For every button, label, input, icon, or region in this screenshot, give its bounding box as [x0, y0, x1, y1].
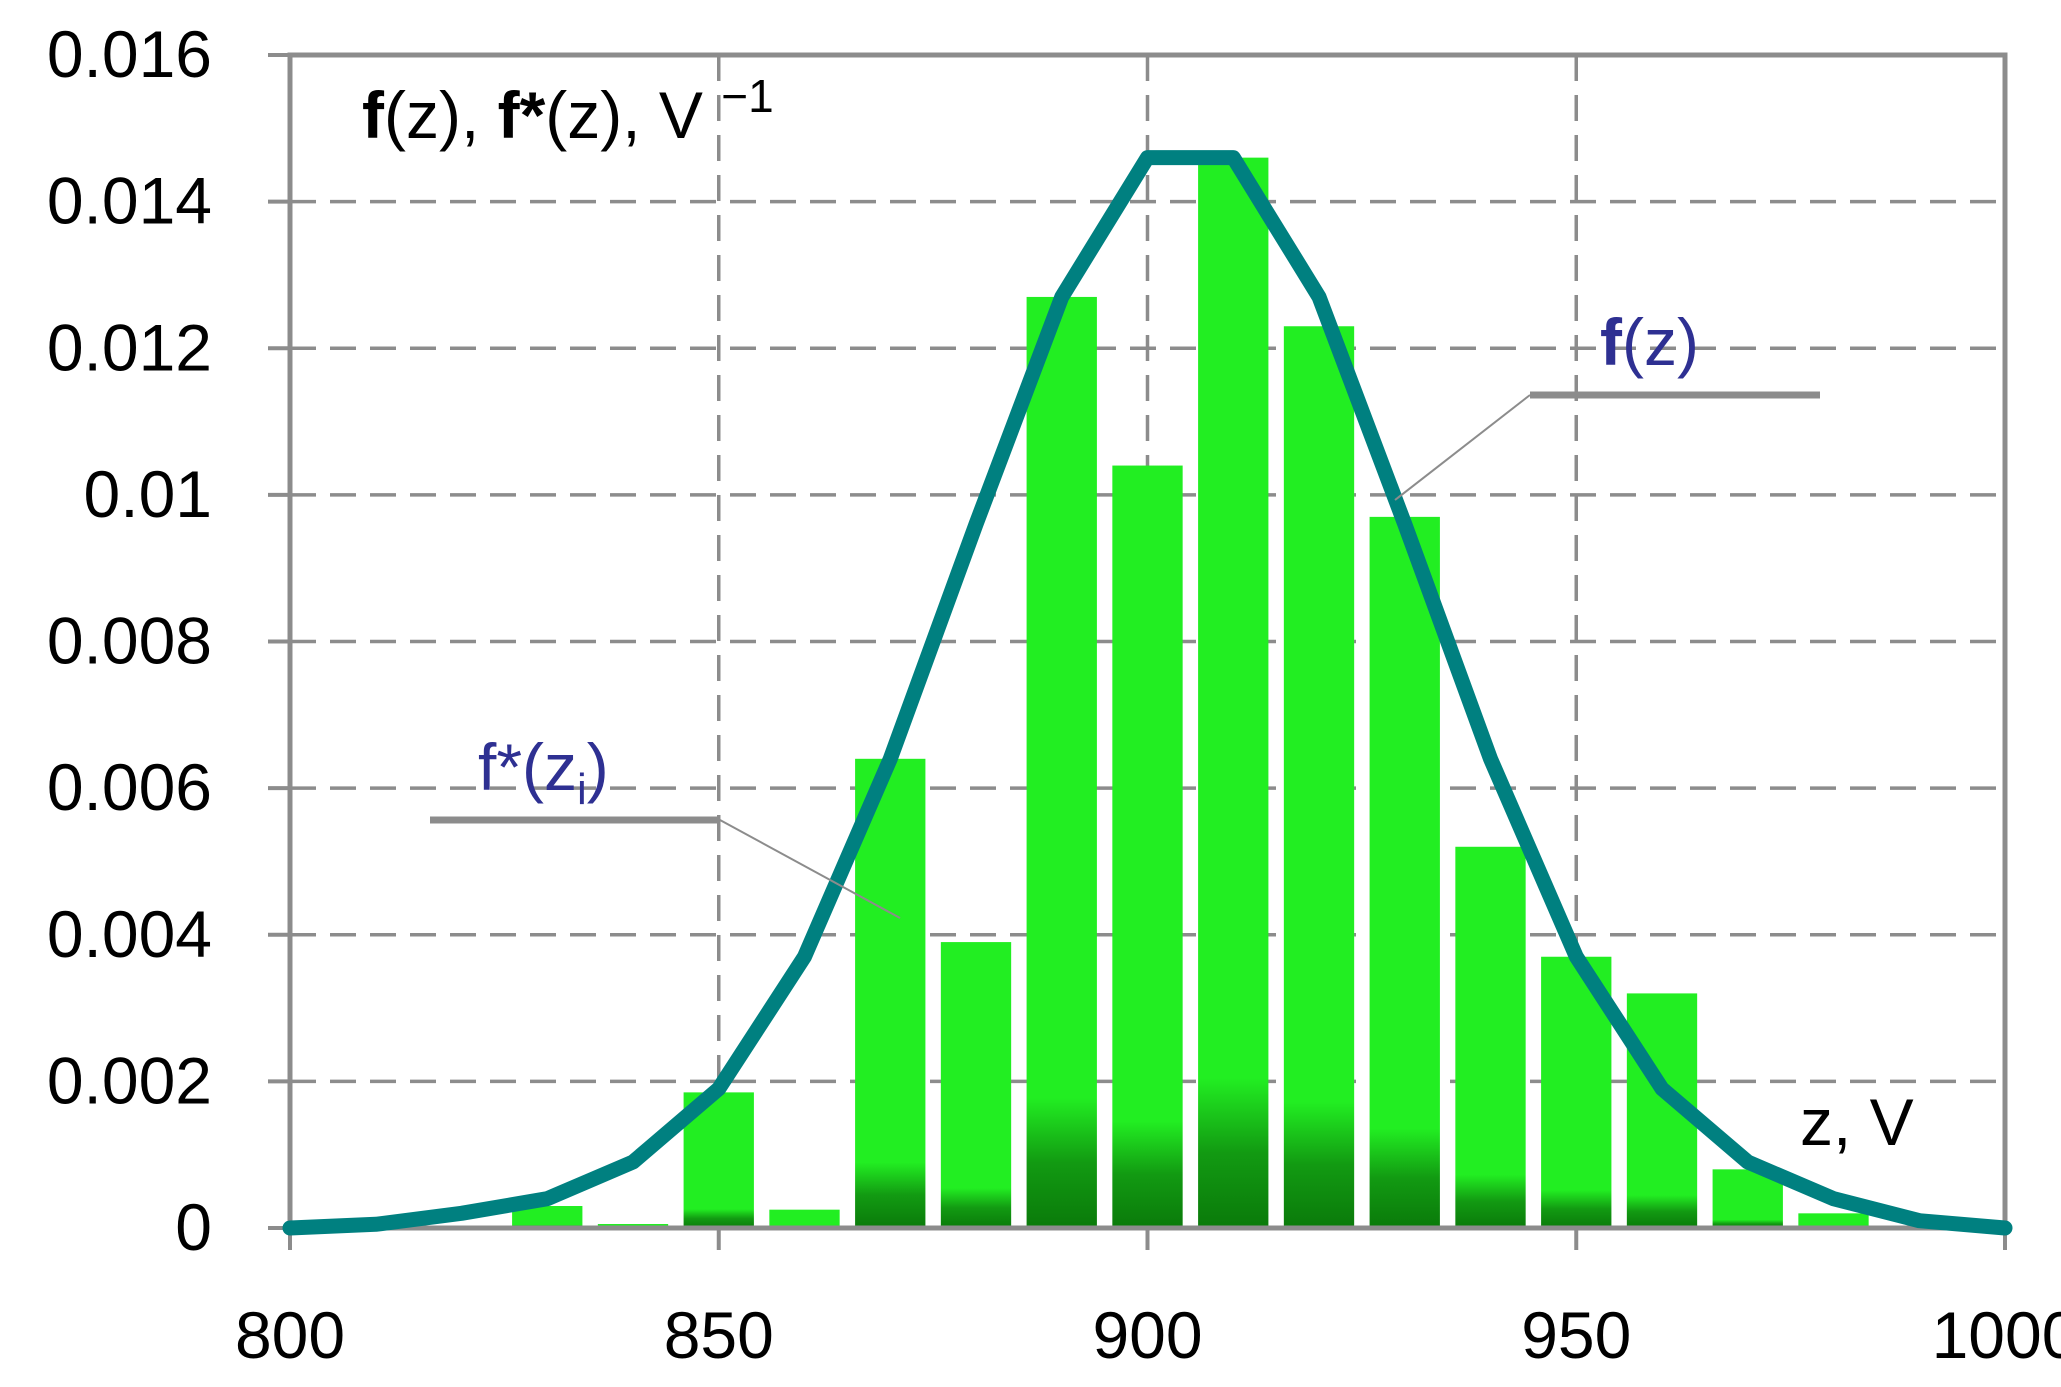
histogram-bars [512, 157, 1869, 1229]
x-tick-label: 800 [235, 1298, 345, 1372]
histogram-bar [1112, 465, 1183, 1228]
y-tick-label: 0.016 [47, 17, 212, 91]
y-axis-label-f2: f* [498, 78, 546, 152]
histogram-bar [1369, 516, 1440, 1228]
fz-annotation-leader [1394, 394, 1531, 501]
fstar-annotation-main: f*(z [478, 730, 577, 804]
y-axis-label-p2: (z), V [545, 78, 721, 152]
x-tick-label: 950 [1521, 1298, 1631, 1372]
y-axis-label-f1: f [362, 78, 385, 152]
y-axis-label-p1: (z), [384, 78, 498, 152]
y-axis-label-exponent: −1 [721, 70, 773, 122]
y-tick-label: 0.006 [47, 750, 212, 824]
fz-annotation-label: f(z) [1600, 305, 1699, 379]
histogram-bar [1283, 326, 1355, 1229]
y-tick-label: 0.012 [47, 310, 212, 384]
histogram-bar [1198, 157, 1269, 1229]
fstar-annotation-close: ) [587, 730, 609, 804]
y-tick-label: 0.002 [47, 1043, 212, 1117]
plot-frame [287, 52, 2008, 1231]
y-tick-label: 0 [175, 1190, 212, 1264]
y-tick-label: 0.008 [47, 604, 212, 678]
x-tick-label: 900 [1092, 1298, 1202, 1372]
histogram-bar [940, 942, 1012, 1228]
fz-annotation-bold: f [1600, 305, 1623, 379]
y-tick-label: 0.004 [47, 897, 212, 971]
histogram-bar [512, 1206, 583, 1228]
x-tick-labels: 800 850 900 950 1000 [235, 1298, 2061, 1372]
x-tick-label: 1000 [1932, 1298, 2061, 1372]
fstar-annotation-label: f*(zi) [478, 730, 609, 814]
fz-annotation-rest: (z) [1622, 305, 1699, 379]
x-axis-label: z, V [1800, 1085, 1914, 1159]
density-curve-f-z [282, 150, 2013, 1236]
y-tick-label: 0.01 [84, 457, 212, 531]
y-tick-labels: 0 0.002 0.004 0.006 0.008 0.01 0.012 0.014 0.016 [47, 17, 212, 1264]
histogram-bar [769, 1209, 840, 1228]
histogram-bar [1455, 846, 1526, 1228]
fstar-annotation-sub: i [577, 765, 587, 814]
histogram-bar [1026, 296, 1097, 1228]
histogram-bar [1798, 1213, 1869, 1228]
y-tick-label: 0.014 [47, 164, 212, 238]
y-axis-label: f(z), f*(z), V −1 [362, 70, 774, 152]
histogram-bar [855, 758, 926, 1228]
fstar-annotation-leader [719, 819, 901, 919]
x-tick-label: 850 [664, 1298, 774, 1372]
